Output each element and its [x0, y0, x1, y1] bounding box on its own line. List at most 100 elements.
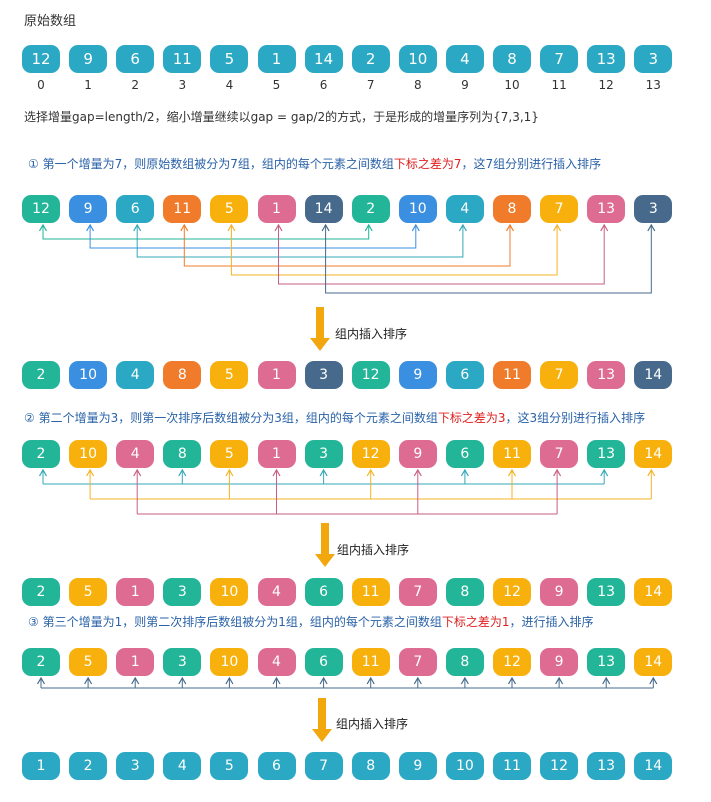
step2-group-1-head-13: [647, 468, 656, 477]
step3-before-cell-1: 5: [69, 648, 108, 676]
step3-head-8: [413, 676, 422, 685]
index-label-13: 13: [645, 78, 661, 92]
index-label-12: 12: [598, 78, 614, 92]
step1-group-5-connector: [278, 225, 605, 285]
step3-after-cell-8: 9: [398, 752, 437, 780]
step1-before-cell-6: 14: [304, 195, 343, 223]
step3-after-cell-10: 11: [493, 752, 531, 780]
step1-before-cell-4: 5: [210, 195, 249, 223]
step3-before-cell-11: 9: [540, 648, 579, 676]
original-cell-4: 5: [210, 45, 249, 73]
step3-after-cell-3: 4: [163, 752, 202, 780]
step3-caption-highlight: 下标之差为1: [441, 615, 510, 629]
step2-before-cell-9: 6: [445, 440, 484, 468]
step1-before-cell-2: 6: [116, 195, 155, 223]
step2-after-cell-4: 10: [210, 578, 249, 606]
step3-before-cell-13: 14: [634, 648, 673, 676]
step3-down-arrow-shaft: [318, 698, 326, 730]
step1-arrow-label: 组内插入排序: [335, 327, 408, 341]
step3-before-cell-0: 2: [22, 648, 60, 676]
step2-down-arrow-shaft: [321, 523, 329, 555]
original-cell-3: 11: [163, 45, 202, 73]
index-label-4: 4: [225, 78, 234, 92]
step2-after-cell-2: 1: [116, 578, 155, 606]
step1-group-1-connector: [89, 225, 417, 249]
step2-before-cell-11: 7: [540, 440, 579, 468]
step3-before-cell-7: 11: [351, 648, 390, 676]
step2-group-2-head-11: [553, 468, 562, 477]
step1-group-1-connector-head-a: [86, 223, 95, 232]
step2-group-0-head-6: [319, 468, 328, 477]
step2-before-cell-6: 3: [304, 440, 343, 468]
step1-after-cell-8: 9: [398, 361, 437, 389]
step3-after-cell-11: 12: [540, 752, 579, 780]
step1-after-cell-12: 13: [587, 361, 626, 389]
index-label-3: 3: [178, 78, 187, 92]
step3-head-5: [272, 676, 281, 685]
step1-after-cell-13: 14: [634, 361, 673, 389]
step2-group-0-head-3: [178, 468, 187, 477]
step3-caption-prefix: ③ 第三个增量为1，则第二次排序后数组被分为1组，组内的每个元素之间数组: [28, 615, 442, 629]
step1-after-cell-3: 8: [163, 361, 202, 389]
step2-group-1-head-4: [225, 468, 234, 477]
step2-before-cell-8: 9: [398, 440, 437, 468]
step3-head-4: [225, 676, 234, 685]
step2-caption-prefix: ② 第二个增量为3，则第一次排序后数组被分为3组，组内的每个元素之间数组: [24, 411, 438, 425]
step1-after-cell-1: 10: [69, 361, 108, 389]
step3-after-cell-0: 1: [22, 752, 60, 780]
step1-before-cell-3: 11: [163, 195, 202, 223]
step1-before-cell-9: 4: [445, 195, 484, 223]
step1-caption-prefix: ① 第一个增量为7，则原始数组被分为7组，组内的每个元素之间数组: [28, 157, 394, 171]
index-label-11: 11: [551, 78, 567, 92]
step3-head-12: [602, 676, 611, 685]
step3-head-13: [649, 676, 658, 685]
step1-down-arrow-head: [310, 338, 330, 351]
step1-down-arrow-shaft: [316, 307, 324, 339]
step1-group-6-connector-head-a: [321, 223, 330, 232]
step1-group-4-connector: [230, 225, 558, 276]
original-cell-5: 1: [257, 45, 296, 73]
step3-head-7: [366, 676, 375, 685]
step1-group-2-connector-head-a: [133, 223, 142, 232]
original-cell-1: 9: [69, 45, 108, 73]
step2-before-cell-12: 13: [587, 440, 626, 468]
step1-group-0-connector: [42, 225, 370, 240]
step2-after-cell-5: 4: [257, 578, 296, 606]
step3-head-10: [507, 676, 517, 685]
step2-after-cell-11: 9: [540, 578, 579, 606]
step3-before-cell-5: 4: [257, 648, 296, 676]
step3-head-2: [131, 676, 140, 685]
step3-caption-suffix: ，进行插入排序: [509, 615, 594, 629]
step1-group-2-connector: [136, 225, 464, 258]
step1-before-cell-1: 9: [69, 195, 108, 223]
step3-arrow-label: 组内插入排序: [336, 717, 409, 731]
step1-after-cell-10: 11: [493, 361, 531, 389]
index-label-0: 0: [37, 78, 45, 92]
step2-arrow-label: 组内插入排序: [337, 543, 410, 557]
step2-after-cell-9: 8: [445, 578, 484, 606]
step2-group-1-head-7: [366, 468, 375, 477]
step1-group-6-connector-head-b: [647, 223, 656, 232]
step2-group-1-head-10: [507, 468, 517, 477]
step1-after-cell-0: 2: [22, 361, 60, 389]
step3-head-3: [178, 676, 187, 685]
step3-after-cell-6: 7: [304, 752, 343, 780]
step2-before-cell-5: 1: [257, 440, 296, 468]
step1-group-5-connector-head-b: [600, 223, 609, 232]
step2-before-cell-7: 12: [351, 440, 390, 468]
step2-group-1-head-1: [86, 468, 95, 477]
step3-after-cell-1: 2: [69, 752, 108, 780]
original-cell-2: 6: [116, 45, 155, 73]
step1-group-6-connector: [325, 225, 652, 294]
step2-before-cell-4: 5: [210, 440, 249, 468]
step2-caption: ② 第二个增量为3，则第一次排序后数组被分为3组，组内的每个元素之间数组下标之差…: [24, 409, 645, 426]
gap-description: 选择增量gap=length/2，缩小增量继续以gap = gap/2的方式，于…: [24, 110, 539, 124]
step2-after-cell-1: 5: [69, 578, 108, 606]
step1-before-cell-13: 3: [634, 195, 673, 223]
step1-before-cell-12: 13: [587, 195, 626, 223]
original-cell-8: 10: [398, 45, 437, 73]
step2-caption-highlight: 下标之差为3: [437, 411, 506, 425]
page-title: 原始数组: [24, 14, 77, 29]
step3-after-cell-9: 10: [445, 752, 484, 780]
step2-group-2-head-5: [272, 468, 281, 477]
